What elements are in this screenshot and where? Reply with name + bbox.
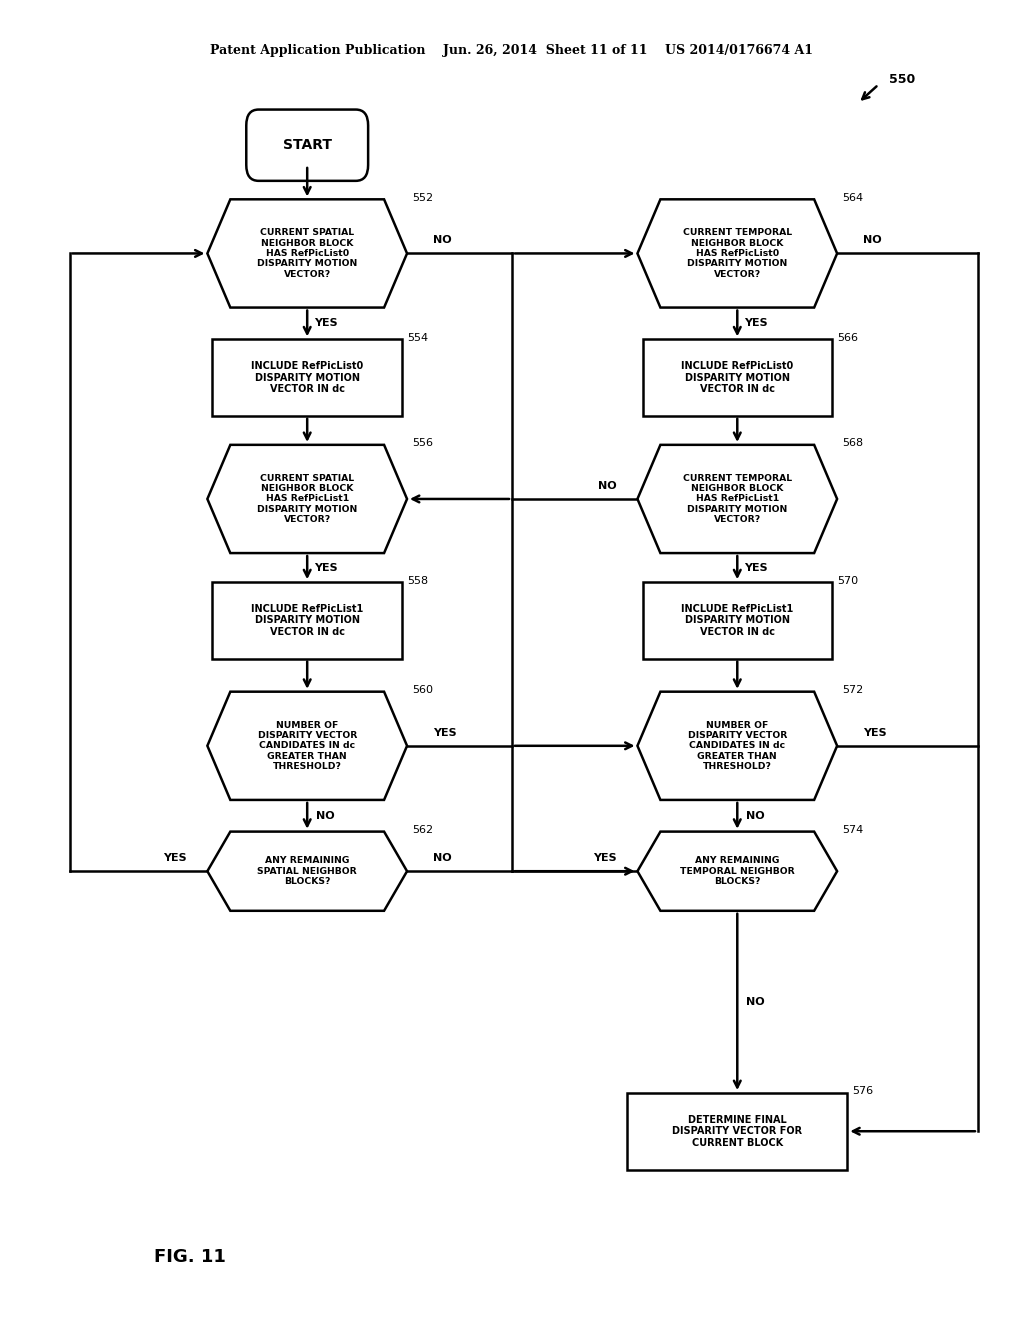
Polygon shape <box>207 199 407 308</box>
Text: CURRENT TEMPORAL
NEIGHBOR BLOCK
HAS RefPicList1
DISPARITY MOTION
VECTOR?: CURRENT TEMPORAL NEIGHBOR BLOCK HAS RefP… <box>683 474 792 524</box>
Text: 558: 558 <box>407 576 428 586</box>
Text: NUMBER OF
DISPARITY VECTOR
CANDIDATES IN dc
GREATER THAN
THRESHOLD?: NUMBER OF DISPARITY VECTOR CANDIDATES IN… <box>257 721 357 771</box>
Text: START: START <box>283 139 332 152</box>
Text: INCLUDE RefPicList1
DISPARITY MOTION
VECTOR IN dc: INCLUDE RefPicList1 DISPARITY MOTION VEC… <box>251 603 364 638</box>
Text: YES: YES <box>313 562 338 573</box>
Text: 550: 550 <box>889 73 915 86</box>
Text: NO: NO <box>316 810 335 821</box>
Bar <box>627 1093 847 1170</box>
Bar <box>213 582 401 659</box>
Text: YES: YES <box>743 562 768 573</box>
Text: ANY REMAINING
SPATIAL NEIGHBOR
BLOCKS?: ANY REMAINING SPATIAL NEIGHBOR BLOCKS? <box>257 857 357 886</box>
Bar <box>643 582 831 659</box>
Text: 568: 568 <box>842 438 863 449</box>
Polygon shape <box>207 445 407 553</box>
Text: CURRENT TEMPORAL
NEIGHBOR BLOCK
HAS RefPicList0
DISPARITY MOTION
VECTOR?: CURRENT TEMPORAL NEIGHBOR BLOCK HAS RefP… <box>683 228 792 279</box>
Text: NO: NO <box>746 810 765 821</box>
Polygon shape <box>637 692 838 800</box>
Text: NO: NO <box>862 235 882 246</box>
Text: CURRENT SPATIAL
NEIGHBOR BLOCK
HAS RefPicList1
DISPARITY MOTION
VECTOR?: CURRENT SPATIAL NEIGHBOR BLOCK HAS RefPi… <box>257 474 357 524</box>
Text: YES: YES <box>313 318 338 329</box>
Polygon shape <box>207 832 407 911</box>
Text: 572: 572 <box>842 685 863 696</box>
Text: NO: NO <box>432 853 452 863</box>
Text: YES: YES <box>743 318 768 329</box>
FancyBboxPatch shape <box>246 110 369 181</box>
Text: 570: 570 <box>838 576 858 586</box>
Text: INCLUDE RefPicList0
DISPARITY MOTION
VECTOR IN dc: INCLUDE RefPicList0 DISPARITY MOTION VEC… <box>251 360 364 395</box>
Text: Patent Application Publication    Jun. 26, 2014  Sheet 11 of 11    US 2014/01766: Patent Application Publication Jun. 26, … <box>211 44 813 57</box>
Text: INCLUDE RefPicList1
DISPARITY MOTION
VECTOR IN dc: INCLUDE RefPicList1 DISPARITY MOTION VEC… <box>681 603 794 638</box>
Text: NO: NO <box>432 235 452 246</box>
Text: YES: YES <box>432 727 457 738</box>
Text: NUMBER OF
DISPARITY VECTOR
CANDIDATES IN dc
GREATER THAN
THRESHOLD?: NUMBER OF DISPARITY VECTOR CANDIDATES IN… <box>687 721 787 771</box>
Text: 576: 576 <box>852 1086 873 1097</box>
Bar <box>643 339 831 416</box>
Polygon shape <box>637 199 838 308</box>
Text: YES: YES <box>862 727 887 738</box>
Text: 566: 566 <box>838 333 858 343</box>
Bar <box>213 339 401 416</box>
Text: 564: 564 <box>842 193 863 203</box>
Text: NO: NO <box>598 480 616 491</box>
Text: YES: YES <box>593 853 616 863</box>
Polygon shape <box>207 692 407 800</box>
Polygon shape <box>637 445 838 553</box>
Text: NO: NO <box>746 997 765 1007</box>
Polygon shape <box>637 832 838 911</box>
Text: CURRENT SPATIAL
NEIGHBOR BLOCK
HAS RefPicList0
DISPARITY MOTION
VECTOR?: CURRENT SPATIAL NEIGHBOR BLOCK HAS RefPi… <box>257 228 357 279</box>
Text: FIG. 11: FIG. 11 <box>154 1247 225 1266</box>
Text: 560: 560 <box>412 685 433 696</box>
Text: 552: 552 <box>412 193 433 203</box>
Text: INCLUDE RefPicList0
DISPARITY MOTION
VECTOR IN dc: INCLUDE RefPicList0 DISPARITY MOTION VEC… <box>681 360 794 395</box>
Text: 556: 556 <box>412 438 433 449</box>
Text: DETERMINE FINAL
DISPARITY VECTOR FOR
CURRENT BLOCK: DETERMINE FINAL DISPARITY VECTOR FOR CUR… <box>672 1114 803 1148</box>
Text: ANY REMAINING
TEMPORAL NEIGHBOR
BLOCKS?: ANY REMAINING TEMPORAL NEIGHBOR BLOCKS? <box>680 857 795 886</box>
Text: YES: YES <box>163 853 186 863</box>
Text: 562: 562 <box>412 825 433 836</box>
Text: 554: 554 <box>407 333 428 343</box>
Text: 574: 574 <box>842 825 863 836</box>
